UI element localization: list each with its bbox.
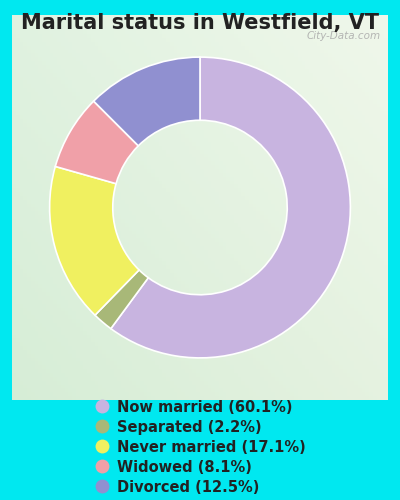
Text: City-Data.com: City-Data.com bbox=[306, 31, 380, 41]
Wedge shape bbox=[111, 57, 350, 358]
Wedge shape bbox=[50, 166, 139, 315]
Text: Marital status in Westfield, VT: Marital status in Westfield, VT bbox=[21, 12, 379, 32]
Wedge shape bbox=[94, 57, 200, 146]
Legend: Now married (60.1%), Separated (2.2%), Never married (17.1%), Widowed (8.1%), Di: Now married (60.1%), Separated (2.2%), N… bbox=[95, 400, 305, 495]
Wedge shape bbox=[55, 101, 138, 184]
Wedge shape bbox=[95, 270, 148, 328]
